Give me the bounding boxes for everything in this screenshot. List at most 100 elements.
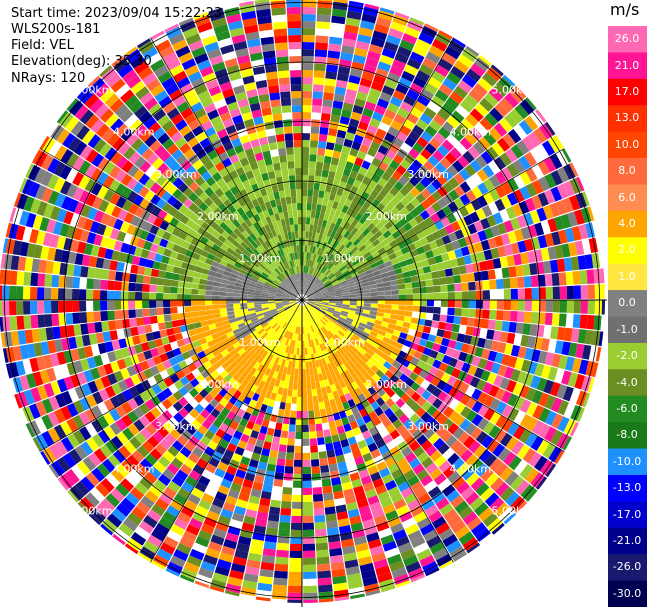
range-gate [512, 159, 525, 174]
range-gate [370, 226, 380, 235]
range-gate [531, 179, 544, 195]
range-gate [287, 388, 293, 397]
range-gate [276, 542, 290, 551]
range-gate [302, 480, 312, 488]
range-gate [404, 408, 416, 419]
range-gate [162, 231, 172, 241]
range-gate [215, 428, 226, 439]
range-gate [323, 314, 331, 320]
range-gate [320, 113, 331, 122]
range-gate [263, 334, 270, 341]
range-gate [48, 443, 63, 460]
range-gate [503, 512, 517, 525]
range-gate [265, 375, 273, 385]
range-gate [123, 263, 132, 273]
range-gate [302, 340, 305, 348]
range-gate [170, 307, 178, 314]
range-gate [357, 121, 369, 131]
range-gate [346, 359, 355, 367]
range-gate [266, 317, 274, 323]
range-gate [321, 295, 329, 298]
range-gate [126, 224, 137, 236]
range-gate [302, 154, 310, 162]
range-gate [418, 423, 430, 435]
range-gate [85, 394, 98, 408]
range-gate [484, 227, 494, 240]
range-gate [386, 34, 401, 46]
range-gate [135, 317, 144, 327]
range-gate [418, 338, 428, 347]
range-gate [328, 301, 336, 304]
range-gate [376, 212, 386, 222]
range-gate [250, 263, 258, 271]
range-gate [404, 282, 413, 289]
range-gate [259, 276, 267, 282]
range-gate [317, 320, 324, 328]
range-gate [351, 372, 360, 382]
range-gate [289, 310, 295, 317]
range-gate [25, 163, 35, 178]
range-gate [382, 473, 394, 485]
range-gate [366, 348, 375, 357]
range-gate [368, 163, 378, 174]
range-gate [2, 348, 9, 363]
range-gate [201, 369, 211, 379]
range-gate [51, 274, 60, 288]
range-gate [122, 389, 134, 401]
range-gate [236, 375, 245, 385]
range-gate [205, 290, 213, 296]
range-gate [402, 321, 411, 329]
range-gate [363, 372, 372, 381]
range-gate [164, 433, 177, 445]
range-gate [414, 214, 425, 224]
range-gate [264, 352, 271, 360]
range-gate [343, 488, 355, 498]
range-gate [116, 261, 125, 272]
range-gate [119, 221, 130, 233]
range-gate [347, 414, 356, 424]
range-gate [114, 183, 127, 196]
range-gate [450, 66, 466, 80]
range-gate [283, 381, 290, 389]
range-gate [356, 296, 364, 300]
range-gate [477, 337, 486, 348]
range-gate [369, 330, 378, 338]
range-gate [407, 529, 423, 542]
range-gate [328, 540, 342, 550]
range-gate [441, 52, 457, 66]
range-gate [310, 267, 315, 275]
range-gate [419, 554, 436, 568]
range-gate [185, 275, 194, 283]
range-gate [47, 247, 57, 261]
range-gate [442, 418, 454, 430]
range-gate [317, 263, 323, 271]
range-gate [332, 224, 340, 233]
range-gate [353, 277, 361, 283]
range-gate [107, 300, 115, 311]
range-gate [369, 117, 381, 128]
range-gate [5, 346, 16, 363]
range-gate [382, 155, 393, 166]
range-gate [311, 105, 322, 113]
range-gate [412, 429, 424, 441]
range-gate [344, 24, 359, 34]
range-gate [407, 263, 416, 271]
range-gate [339, 355, 347, 364]
range-gate [544, 426, 557, 443]
range-gate [204, 384, 214, 394]
range-gate [407, 424, 419, 435]
range-gate [200, 523, 215, 535]
range-gate [333, 324, 341, 331]
range-gate [156, 245, 166, 255]
range-gate [488, 160, 501, 174]
range-gate [186, 555, 203, 568]
range-gate [329, 246, 336, 254]
range-gate [403, 276, 412, 284]
range-gate [479, 260, 488, 271]
range-gate [113, 240, 123, 252]
range-gate [146, 232, 156, 243]
range-gate [544, 189, 556, 205]
range-gate [357, 393, 367, 402]
range-gate [437, 402, 449, 414]
range-gate [266, 266, 273, 273]
